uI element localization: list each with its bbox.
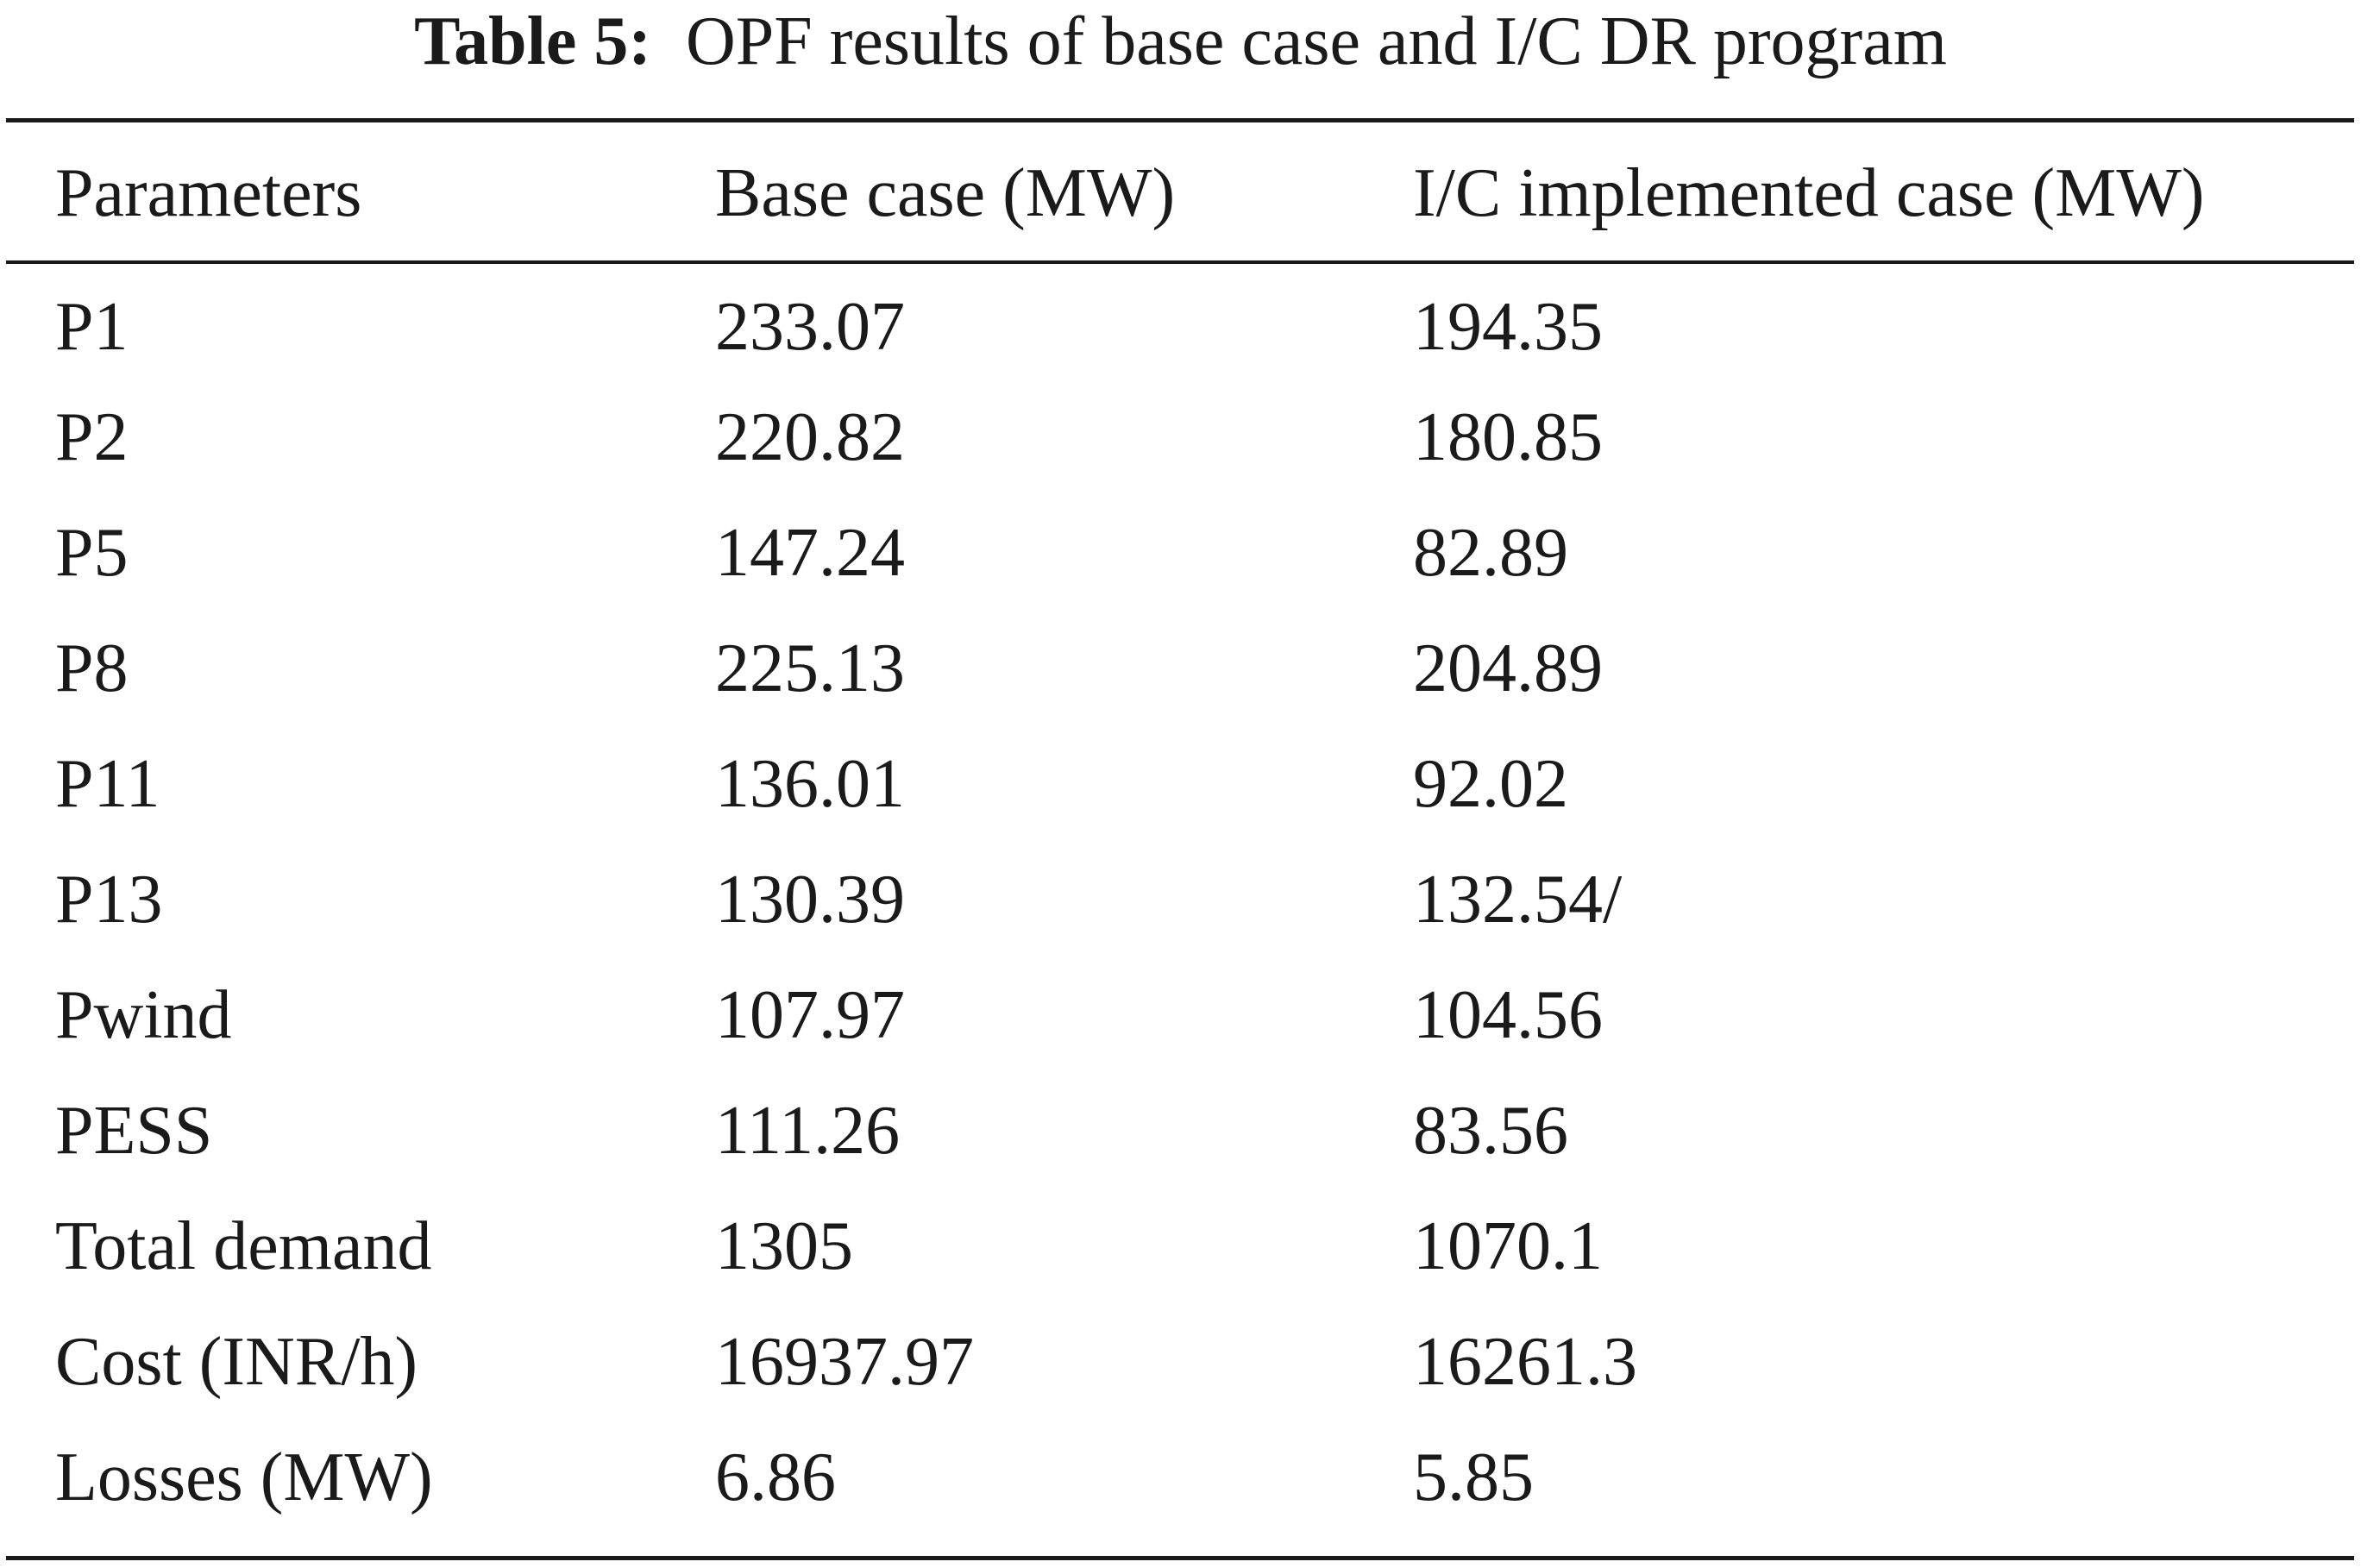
base-case-cell: 225.13: [715, 630, 905, 706]
parameter-cell: Cost (INR/h): [55, 1323, 418, 1400]
table-row: P11 136.01 92.02: [0, 726, 2361, 842]
caption-text: OPF results of base case and I/C DR prog…: [685, 3, 1947, 79]
bottom-rule: [6, 1556, 2354, 1560]
parameter-cell: P11: [55, 745, 160, 822]
base-case-cell: 111.26: [715, 1092, 901, 1169]
table-row: P13 130.39 132.54/: [0, 842, 2361, 957]
caption-label: Table 5:: [414, 3, 651, 79]
base-case-cell: 220.82: [715, 398, 905, 475]
ic-case-cell: 1070.1: [1413, 1207, 1603, 1284]
parameter-cell: P13: [55, 861, 163, 938]
parameter-cell: P5: [55, 514, 129, 591]
parameter-cell: Pwind: [55, 976, 232, 1053]
table-row: P5 147.24 82.89: [0, 495, 2361, 611]
table-row: P8 225.13 204.89: [0, 611, 2361, 726]
table-row: Cost (INR/h) 16937.97 16261.3: [0, 1304, 2361, 1420]
header-row: Parameters Base case (MW) I/C implemente…: [0, 0, 2361, 264]
table-row: PESS 111.26 83.56: [0, 1073, 2361, 1189]
base-case-cell: 147.24: [715, 514, 905, 591]
base-case-cell: 6.86: [715, 1439, 836, 1515]
ic-case-cell: 92.02: [1413, 745, 1568, 822]
parameter-cell: P8: [55, 630, 129, 706]
base-case-cell: 1305: [715, 1207, 853, 1284]
parameter-cell: PESS: [55, 1092, 213, 1169]
header-rule: [6, 260, 2354, 264]
ic-case-cell: 82.89: [1413, 514, 1568, 591]
base-case-cell: 136.01: [715, 745, 905, 822]
ic-case-cell: 16261.3: [1413, 1323, 1637, 1400]
header-ic-case: I/C implemented case (MW): [1413, 154, 2205, 231]
parameter-cell: P1: [55, 288, 129, 365]
table-row: Losses (MW) 6.86 5.85: [0, 1420, 2361, 1535]
parameter-cell: Losses (MW): [55, 1439, 433, 1515]
parameter-cell: P2: [55, 398, 129, 475]
results-table: Parameters Base case (MW) I/C implemente…: [0, 0, 2361, 1535]
base-case-cell: 16937.97: [715, 1323, 974, 1400]
table-row: Total demand 1305 1070.1: [0, 1189, 2361, 1304]
ic-case-cell: 83.56: [1413, 1092, 1568, 1169]
table-row: P2 220.82 180.85: [0, 379, 2361, 495]
table-row: Pwind 107.97 104.56: [0, 957, 2361, 1073]
header-parameters: Parameters: [55, 154, 362, 231]
ic-case-cell: 5.85: [1413, 1439, 1534, 1515]
base-case-cell: 130.39: [715, 861, 905, 938]
ic-case-cell: 132.54/: [1413, 861, 1623, 938]
base-case-cell: 233.07: [715, 288, 905, 365]
table-caption: Table 5: OPF results of base case and I/…: [0, 0, 2361, 83]
ic-case-cell: 204.89: [1413, 630, 1603, 706]
parameter-cell: Total demand: [55, 1207, 432, 1284]
ic-case-cell: 194.35: [1413, 288, 1603, 365]
header-base-case: Base case (MW): [715, 154, 1176, 231]
base-case-cell: 107.97: [715, 976, 905, 1053]
top-rule: [6, 118, 2354, 122]
ic-case-cell: 180.85: [1413, 398, 1603, 475]
ic-case-cell: 104.56: [1413, 976, 1603, 1053]
table-row: P1 233.07 194.35: [0, 264, 2361, 379]
